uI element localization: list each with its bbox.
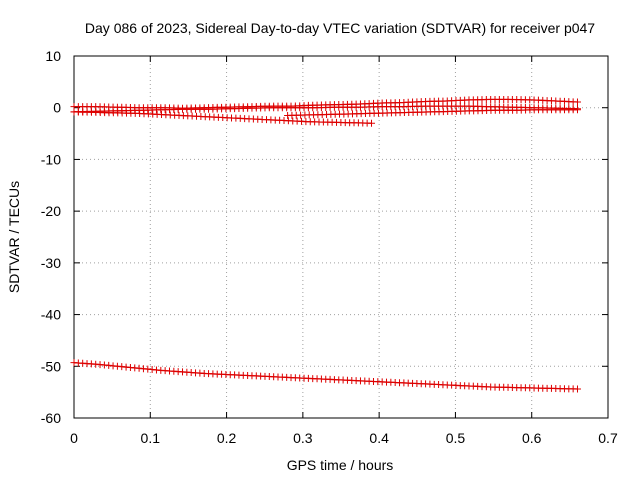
x-tick-labels: 0 0.1 0.2 0.3 0.4 0.5 0.6 0.7	[70, 430, 618, 446]
y-tick-label: -40	[41, 307, 61, 323]
y-tick-label: -30	[41, 255, 61, 271]
x-tick-label: 0.7	[598, 430, 618, 446]
y-tick-labels: 10 0 -10 -20 -30 -40 -50 -60	[41, 48, 61, 426]
y-tick-label: -60	[41, 410, 61, 426]
x-axis-label: GPS time / hours	[287, 457, 394, 473]
y-tick-label: -10	[41, 151, 61, 167]
data-point	[368, 119, 376, 127]
data-point	[573, 106, 581, 114]
data-point	[573, 385, 581, 393]
x-tick-label: 0.4	[369, 430, 389, 446]
chart-title: Day 086 of 2023, Sidereal Day-to-day VTE…	[85, 20, 595, 36]
x-tick-label: 0.2	[217, 430, 237, 446]
plot-frame	[73, 55, 609, 419]
y-tick-label: -50	[41, 358, 61, 374]
x-tick-label: 0.3	[293, 430, 313, 446]
x-tick-label: 0	[70, 430, 78, 446]
x-tick-label: 0.5	[446, 430, 466, 446]
y-tick-label: -20	[41, 203, 61, 219]
axis-ticks	[73, 55, 609, 419]
series-track-d	[284, 106, 581, 119]
series-track-e	[70, 359, 581, 393]
series-track-c	[70, 108, 376, 127]
y-axis-label: SDTVAR / TECUs	[6, 181, 22, 293]
y-tick-label: 0	[53, 100, 61, 116]
data-series	[70, 95, 581, 393]
data-point	[573, 98, 581, 106]
x-tick-label: 0.6	[522, 430, 542, 446]
y-tick-label: 10	[45, 48, 61, 64]
x-tick-label: 0.1	[141, 430, 161, 446]
